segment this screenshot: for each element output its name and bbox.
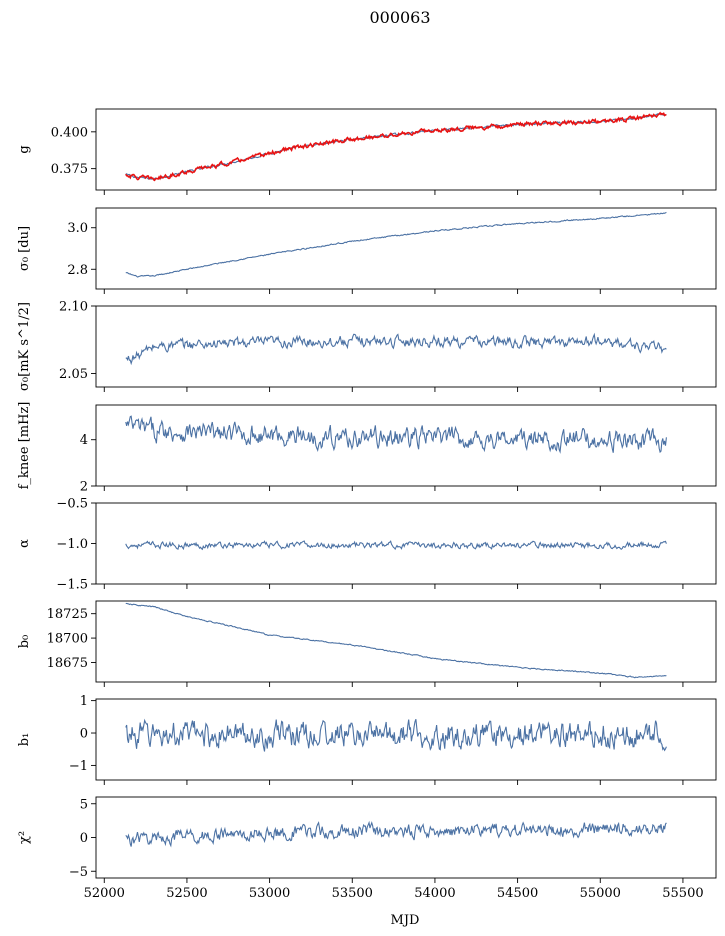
series-line-b1	[125, 718, 667, 752]
y-axis-label-sigma0_mk: σ₀[mK s^1/2]	[17, 302, 32, 391]
panel-b1: −1 0 1 b₁	[17, 694, 717, 785]
y-tick-label-alpha: −1.5	[56, 578, 88, 593]
y-tick-label-g: 0.375	[51, 162, 88, 177]
y-axis-label-fknee: f_knee [mHz]	[17, 402, 32, 490]
series-line-sigma0	[125, 211, 667, 278]
series-line-sigma0_mk	[125, 332, 667, 366]
y-axis-label-sigma0: σ₀ [du]	[17, 226, 32, 271]
panel-frame-fknee	[95, 404, 717, 487]
y-tick-label-b1: −1	[69, 759, 88, 774]
y-tick-label-g: 0.400	[51, 125, 88, 140]
series-line-fknee	[125, 415, 667, 454]
y-tick-label-chi2: −5	[69, 865, 88, 880]
panels: 0.375 0.400 g 2.8 3.0 σ₀ [du] 2.05 2.10 σ₀[mK s^…	[17, 108, 717, 901]
panel-frame-g	[95, 108, 717, 191]
y-tick-label-alpha: −1.0	[56, 537, 88, 552]
y-tick-label-b0: 18700	[47, 632, 88, 647]
x-tick-label: 53500	[332, 886, 373, 901]
y-tick-label-sigma0: 3.0	[67, 221, 88, 236]
panel-g: 0.375 0.400 g	[17, 108, 717, 195]
y-axis-label-b1: b₁	[17, 733, 32, 747]
x-tick-label: 54000	[414, 886, 455, 901]
y-tick-label-b1: 1	[80, 694, 88, 709]
y-tick-label-b1: 0	[80, 727, 88, 742]
series-line-b0	[125, 602, 667, 679]
panel-sigma0: 2.8 3.0 σ₀ [du]	[17, 207, 717, 294]
y-tick-label-fknee: 4	[80, 433, 88, 448]
panel-frame-chi2	[95, 796, 717, 879]
panel-fknee: 2 4 f_knee [mHz]	[17, 402, 717, 495]
x-axis-label: MJD	[391, 913, 420, 928]
panel-frame-sigma0	[95, 207, 717, 290]
y-tick-label-chi2: 5	[80, 797, 88, 812]
x-tick-label: 52500	[166, 886, 207, 901]
y-axis-label-alpha: α	[17, 539, 32, 548]
panel-sigma0_mk: 2.05 2.10 σ₀[mK s^1/2]	[17, 300, 717, 392]
panel-frame-b0	[95, 600, 717, 683]
x-tick-label: 55000	[580, 886, 621, 901]
y-axis-label-b0: b₀	[17, 635, 32, 649]
panel-alpha: −1.5 −1.0 −0.5 α	[17, 497, 717, 593]
x-tick-label: 55500	[662, 886, 703, 901]
y-tick-label-b0: 18725	[47, 607, 88, 622]
series-line-chi2	[125, 820, 667, 848]
y-tick-label-alpha: −0.5	[56, 497, 88, 512]
y-tick-label-sigma0_mk: 2.05	[59, 367, 88, 382]
panel-frame-b1	[95, 698, 717, 781]
panel-b0: 18675 18700 18725 b₀	[17, 600, 717, 687]
y-axis-label-g: g	[17, 145, 32, 153]
series-line-g_fit	[125, 111, 667, 182]
series-line-g	[125, 113, 667, 180]
x-tick-label: 54500	[497, 886, 538, 901]
series-line-alpha	[125, 540, 667, 551]
y-tick-label-fknee: 2	[80, 480, 88, 495]
x-tick-label: 52000	[84, 886, 125, 901]
y-tick-label-b0: 18675	[47, 656, 88, 671]
x-tick-label: 53000	[249, 886, 290, 901]
y-tick-label-chi2: 0	[80, 831, 88, 846]
panel-frame-sigma0_mk	[95, 305, 717, 388]
y-tick-label-sigma0: 2.8	[67, 263, 88, 278]
y-axis-label-chi2: χ²	[17, 831, 32, 844]
figure-title: 000063	[369, 8, 430, 27]
y-tick-label-sigma0_mk: 2.10	[59, 300, 88, 315]
panel-chi2: −5 0 5 52000 52500 53000 53500 54000 54500 55000 5…	[17, 796, 717, 901]
